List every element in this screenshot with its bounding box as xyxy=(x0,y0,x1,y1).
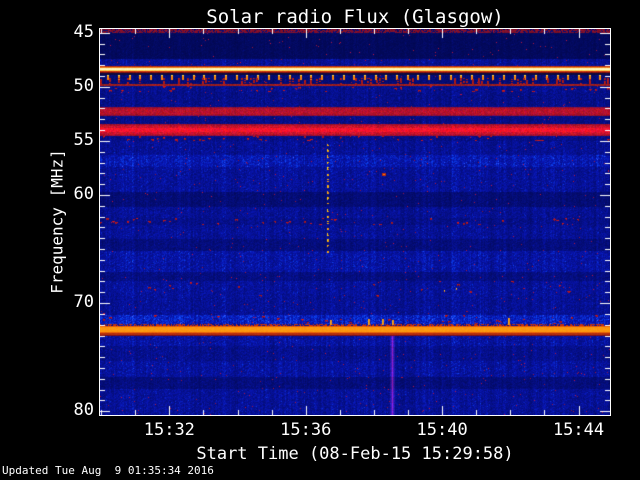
y-tick-label: 55 xyxy=(73,130,94,151)
x-tick-label: 15:40 xyxy=(416,420,468,440)
plot-frame xyxy=(99,28,611,416)
x-tick-label: 15:36 xyxy=(280,420,332,440)
x-tick-label: 15:44 xyxy=(552,420,605,440)
y-tick-label: 60 xyxy=(73,184,94,205)
y-tick-label: 45 xyxy=(73,21,94,42)
y-tick-label: 50 xyxy=(73,76,94,97)
x-tick-label: 15:32 xyxy=(143,420,195,440)
spectrogram-canvas xyxy=(100,29,610,415)
y-tick-label: 80 xyxy=(73,400,94,421)
updated-timestamp: Updated Tue Aug 9 01:35:34 2016 xyxy=(2,464,214,477)
y-tick-label: 70 xyxy=(73,292,94,313)
x-axis-title: Start Time (08-Feb-15 15:29:58) xyxy=(196,444,514,464)
chart-title: Solar radio Flux (Glasgow) xyxy=(206,6,504,28)
